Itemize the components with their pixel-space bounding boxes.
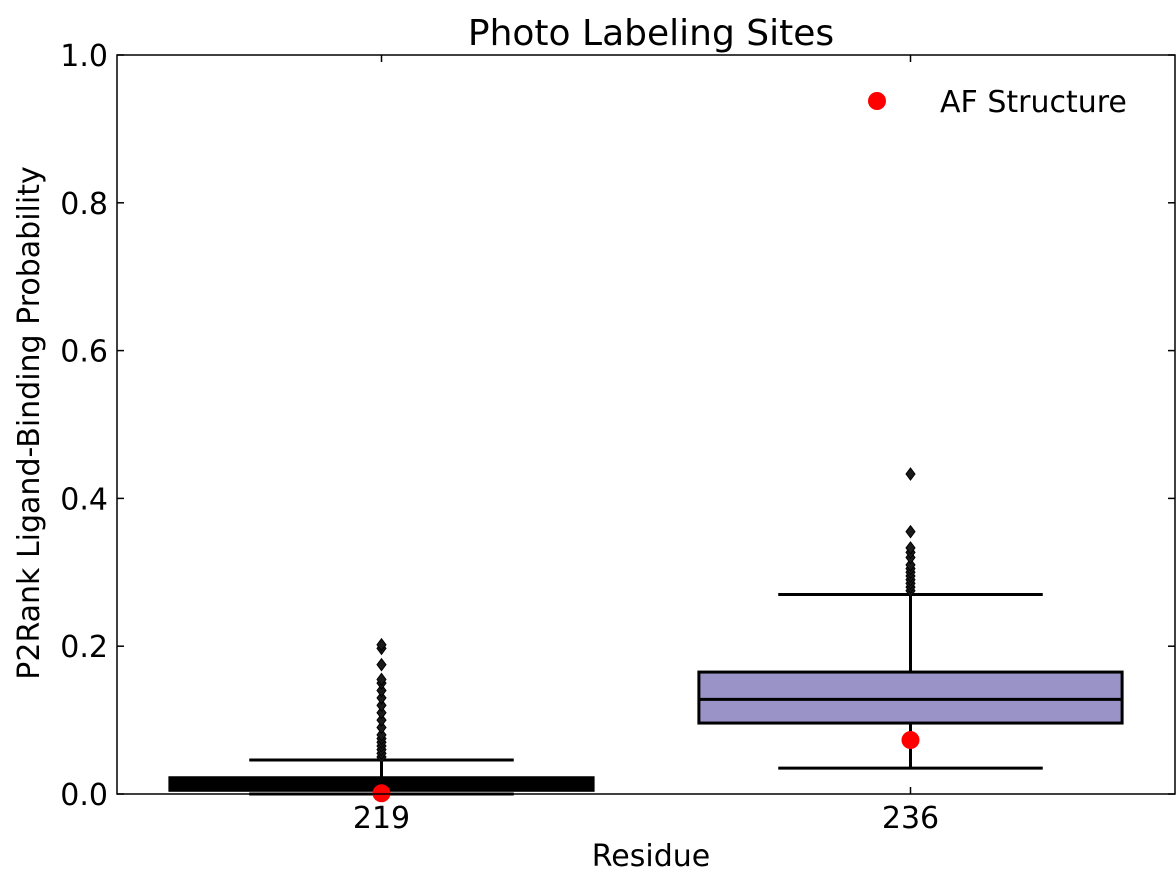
box-residue-219 xyxy=(168,637,595,796)
outlier-point xyxy=(376,637,387,652)
outlier-point xyxy=(376,683,387,698)
x-tick-label: 219 xyxy=(353,801,410,836)
outlier-point xyxy=(905,558,916,572)
outlier-point xyxy=(905,524,916,539)
y-tick-label: 0.6 xyxy=(60,335,108,370)
y-tick-label: 0.4 xyxy=(60,482,108,517)
outlier-point xyxy=(376,720,387,735)
y-tick-label: 1.0 xyxy=(60,39,108,74)
box-residue-236 xyxy=(697,467,1124,770)
chart-title: Photo Labeling Sites xyxy=(468,13,834,54)
plot-area: 0.0 0.2 0.4 0.6 0.8 1.0 219 236 xyxy=(60,39,1175,836)
legend: AF Structure xyxy=(868,85,1127,120)
plot-frame xyxy=(116,54,1176,795)
outlier-point xyxy=(376,672,387,687)
outlier-point xyxy=(376,728,387,742)
x-axis-label: Residue xyxy=(592,839,710,871)
outlier-point xyxy=(376,705,387,720)
y-tick-label: 0.8 xyxy=(60,187,108,222)
outlier-point xyxy=(376,713,387,727)
y-tick-label: 0.0 xyxy=(60,778,108,813)
legend-marker-af-structure xyxy=(868,92,886,110)
outlier-point xyxy=(905,467,916,481)
iqr-box xyxy=(697,670,1124,725)
y-tick-label: 0.2 xyxy=(60,630,108,665)
legend-label-af-structure: AF Structure xyxy=(940,85,1127,120)
y-axis-label: P2Rank Ligand-Binding Probability xyxy=(12,166,47,679)
x-tick-label: 236 xyxy=(882,801,939,836)
outlier-point xyxy=(905,541,916,555)
outlier-point xyxy=(376,691,387,705)
af-structure-point-236 xyxy=(901,731,920,750)
outlier-point xyxy=(376,698,387,713)
outlier-point xyxy=(376,657,387,672)
